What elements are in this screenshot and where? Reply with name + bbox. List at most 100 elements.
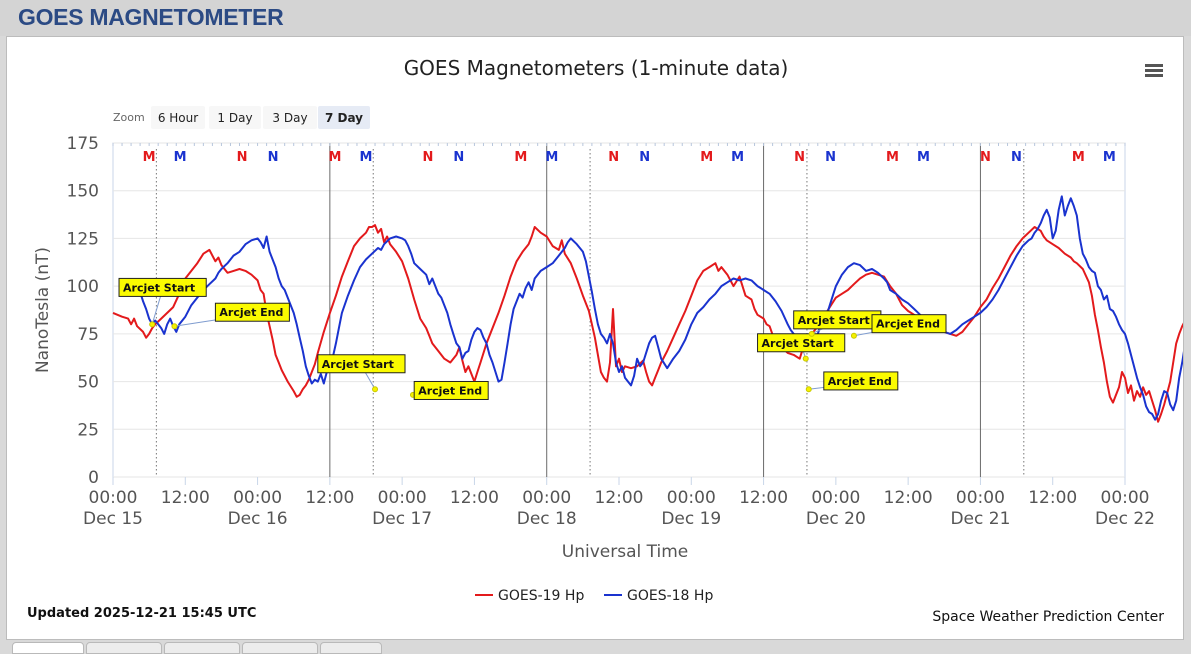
legend-label: GOES-19 Hp bbox=[498, 588, 584, 604]
x-tick-date-label: Dec 21 bbox=[950, 509, 1010, 529]
x-tick-date-label: Dec 22 bbox=[1095, 509, 1155, 529]
zoom-button-1-day[interactable]: 1 Day bbox=[209, 106, 261, 129]
annotation-point bbox=[850, 332, 857, 339]
annotation-label: Arcjet Start bbox=[798, 314, 870, 327]
annotation-box bbox=[214, 302, 290, 322]
y-tick-label: 100 bbox=[67, 277, 99, 297]
arcjet-annotation: Arcjet Start bbox=[317, 354, 406, 393]
bottom-tab-3[interactable] bbox=[164, 642, 240, 654]
annotation-box bbox=[413, 380, 489, 400]
x-tick-time-label: 12:00 bbox=[161, 488, 210, 508]
annotation-box bbox=[757, 333, 846, 353]
y-tick-label: 0 bbox=[88, 468, 99, 488]
event-marker-m: M bbox=[329, 150, 342, 165]
y-tick-label: 175 bbox=[67, 134, 99, 154]
magnetometer-chart: GOES Magnetometers (1-minute data) Zoom … bbox=[27, 56, 1183, 625]
arcjet-annotation: Arcjet Start bbox=[793, 310, 882, 337]
zoom-button-bg bbox=[151, 106, 205, 129]
x-tick-time-label: 00:00 bbox=[667, 488, 716, 508]
event-marker-m: M bbox=[1103, 150, 1116, 165]
event-marker-m: M bbox=[1072, 150, 1085, 165]
arcjet-annotation: Arcjet End bbox=[409, 380, 489, 400]
zoom-button-3-day[interactable]: 3 Day bbox=[263, 106, 317, 129]
top-bar: GOES MAGNETOMETER bbox=[0, 0, 1191, 36]
event-marker-n: N bbox=[980, 150, 991, 165]
y-tick-label: 50 bbox=[77, 373, 99, 393]
x-tick-date-label: Dec 19 bbox=[661, 509, 721, 529]
annotation-box bbox=[118, 277, 207, 297]
x-tick-time-label: 00:00 bbox=[378, 488, 427, 508]
annotation-point bbox=[372, 386, 379, 393]
annotation-label: Arcjet End bbox=[418, 384, 482, 397]
y-tick-label: 75 bbox=[77, 325, 99, 345]
series-line-goes-18 bbox=[136, 195, 1183, 421]
y-tick-label: 25 bbox=[77, 420, 99, 440]
zoom-button-7-day[interactable]: 7 Day bbox=[318, 106, 370, 129]
annotation-point bbox=[171, 323, 178, 330]
annotation-label: Arcjet Start bbox=[322, 358, 394, 371]
bottom-tab-5[interactable] bbox=[320, 642, 382, 654]
x-tick-date-label: Dec 17 bbox=[372, 509, 432, 529]
zoom-label: Zoom bbox=[113, 111, 145, 124]
event-marker-m: M bbox=[514, 150, 527, 165]
legend: GOES-19 Hp GOES-18 Hp bbox=[475, 588, 713, 604]
bottom-tab-2[interactable] bbox=[86, 642, 162, 654]
event-marker-n: N bbox=[639, 150, 650, 165]
y-tick-label: 150 bbox=[67, 182, 99, 202]
annotation-point bbox=[802, 355, 809, 362]
event-marker-n: N bbox=[608, 150, 619, 165]
x-tick-time-label: 12:00 bbox=[884, 488, 933, 508]
zoom-button-label: 1 Day bbox=[217, 111, 252, 125]
x-tick-time-label: 00:00 bbox=[1101, 488, 1150, 508]
chart-panel: GOES Magnetometers (1-minute data) Zoom … bbox=[6, 36, 1184, 640]
zoom-button-label: 3 Day bbox=[272, 111, 307, 125]
legend-label: GOES-18 Hp bbox=[627, 588, 713, 604]
event-marker-m: M bbox=[731, 150, 744, 165]
chart-title: GOES Magnetometers (1-minute data) bbox=[404, 56, 789, 80]
event-marker-n: N bbox=[453, 150, 464, 165]
series-line-goes-19 bbox=[112, 224, 1183, 423]
event-marker-n: N bbox=[237, 150, 248, 165]
arcjet-annotation: Arcjet Start bbox=[118, 277, 207, 328]
menu-icon[interactable] bbox=[1145, 64, 1163, 77]
x-tick-time-label: 12:00 bbox=[450, 488, 499, 508]
event-marker-m: M bbox=[917, 150, 930, 165]
event-marker-m: M bbox=[174, 150, 187, 165]
event-marker-m: M bbox=[700, 150, 713, 165]
bottom-tab-1[interactable] bbox=[12, 642, 84, 654]
annotation-box bbox=[823, 371, 899, 391]
x-axis-title: Universal Time bbox=[562, 542, 688, 562]
zoom-button-6-hour[interactable]: 6 Hour bbox=[151, 106, 205, 129]
y-tick-label: 125 bbox=[67, 229, 99, 249]
zoom-button-label: 7 Day bbox=[325, 111, 363, 125]
x-tick-date-label: Dec 18 bbox=[517, 509, 577, 529]
arcjet-annotation: Arcjet End bbox=[850, 314, 947, 339]
annotation-point bbox=[149, 321, 156, 328]
x-tick-date-label: Dec 15 bbox=[83, 509, 143, 529]
legend-item-goes-19[interactable]: GOES-19 Hp bbox=[475, 588, 584, 604]
zoom-button-bg bbox=[263, 106, 317, 129]
bottom-tabs bbox=[6, 642, 1184, 654]
bottom-tab-4[interactable] bbox=[242, 642, 318, 654]
x-tick-time-label: 12:00 bbox=[305, 488, 354, 508]
event-marker-m: M bbox=[359, 150, 372, 165]
legend-item-goes-18[interactable]: GOES-18 Hp bbox=[604, 588, 713, 604]
annotation-label: Arcjet Start bbox=[762, 337, 834, 350]
arcjet-annotation: Arcjet End bbox=[805, 371, 899, 393]
annotation-box bbox=[317, 354, 406, 374]
x-tick-date-label: Dec 20 bbox=[806, 509, 866, 529]
event-marker-n: N bbox=[825, 150, 836, 165]
annotation-label: Arcjet End bbox=[828, 375, 892, 388]
x-tick-time-label: 00:00 bbox=[956, 488, 1005, 508]
zoom-button-bg bbox=[209, 106, 261, 129]
x-tick-time-label: 00:00 bbox=[811, 488, 860, 508]
x-tick-time-label: 12:00 bbox=[739, 488, 788, 508]
annotation-label: Arcjet End bbox=[876, 318, 940, 331]
event-marker-n: N bbox=[794, 150, 805, 165]
zoom-controls: Zoom 6 Hour 1 Day 3 Day 7 Day bbox=[113, 106, 370, 129]
event-marker-n: N bbox=[422, 150, 433, 165]
page-title: GOES MAGNETOMETER bbox=[18, 4, 284, 30]
x-tick-time-label: 00:00 bbox=[89, 488, 138, 508]
y-axis-title: NanoTesla (nT) bbox=[33, 247, 53, 373]
